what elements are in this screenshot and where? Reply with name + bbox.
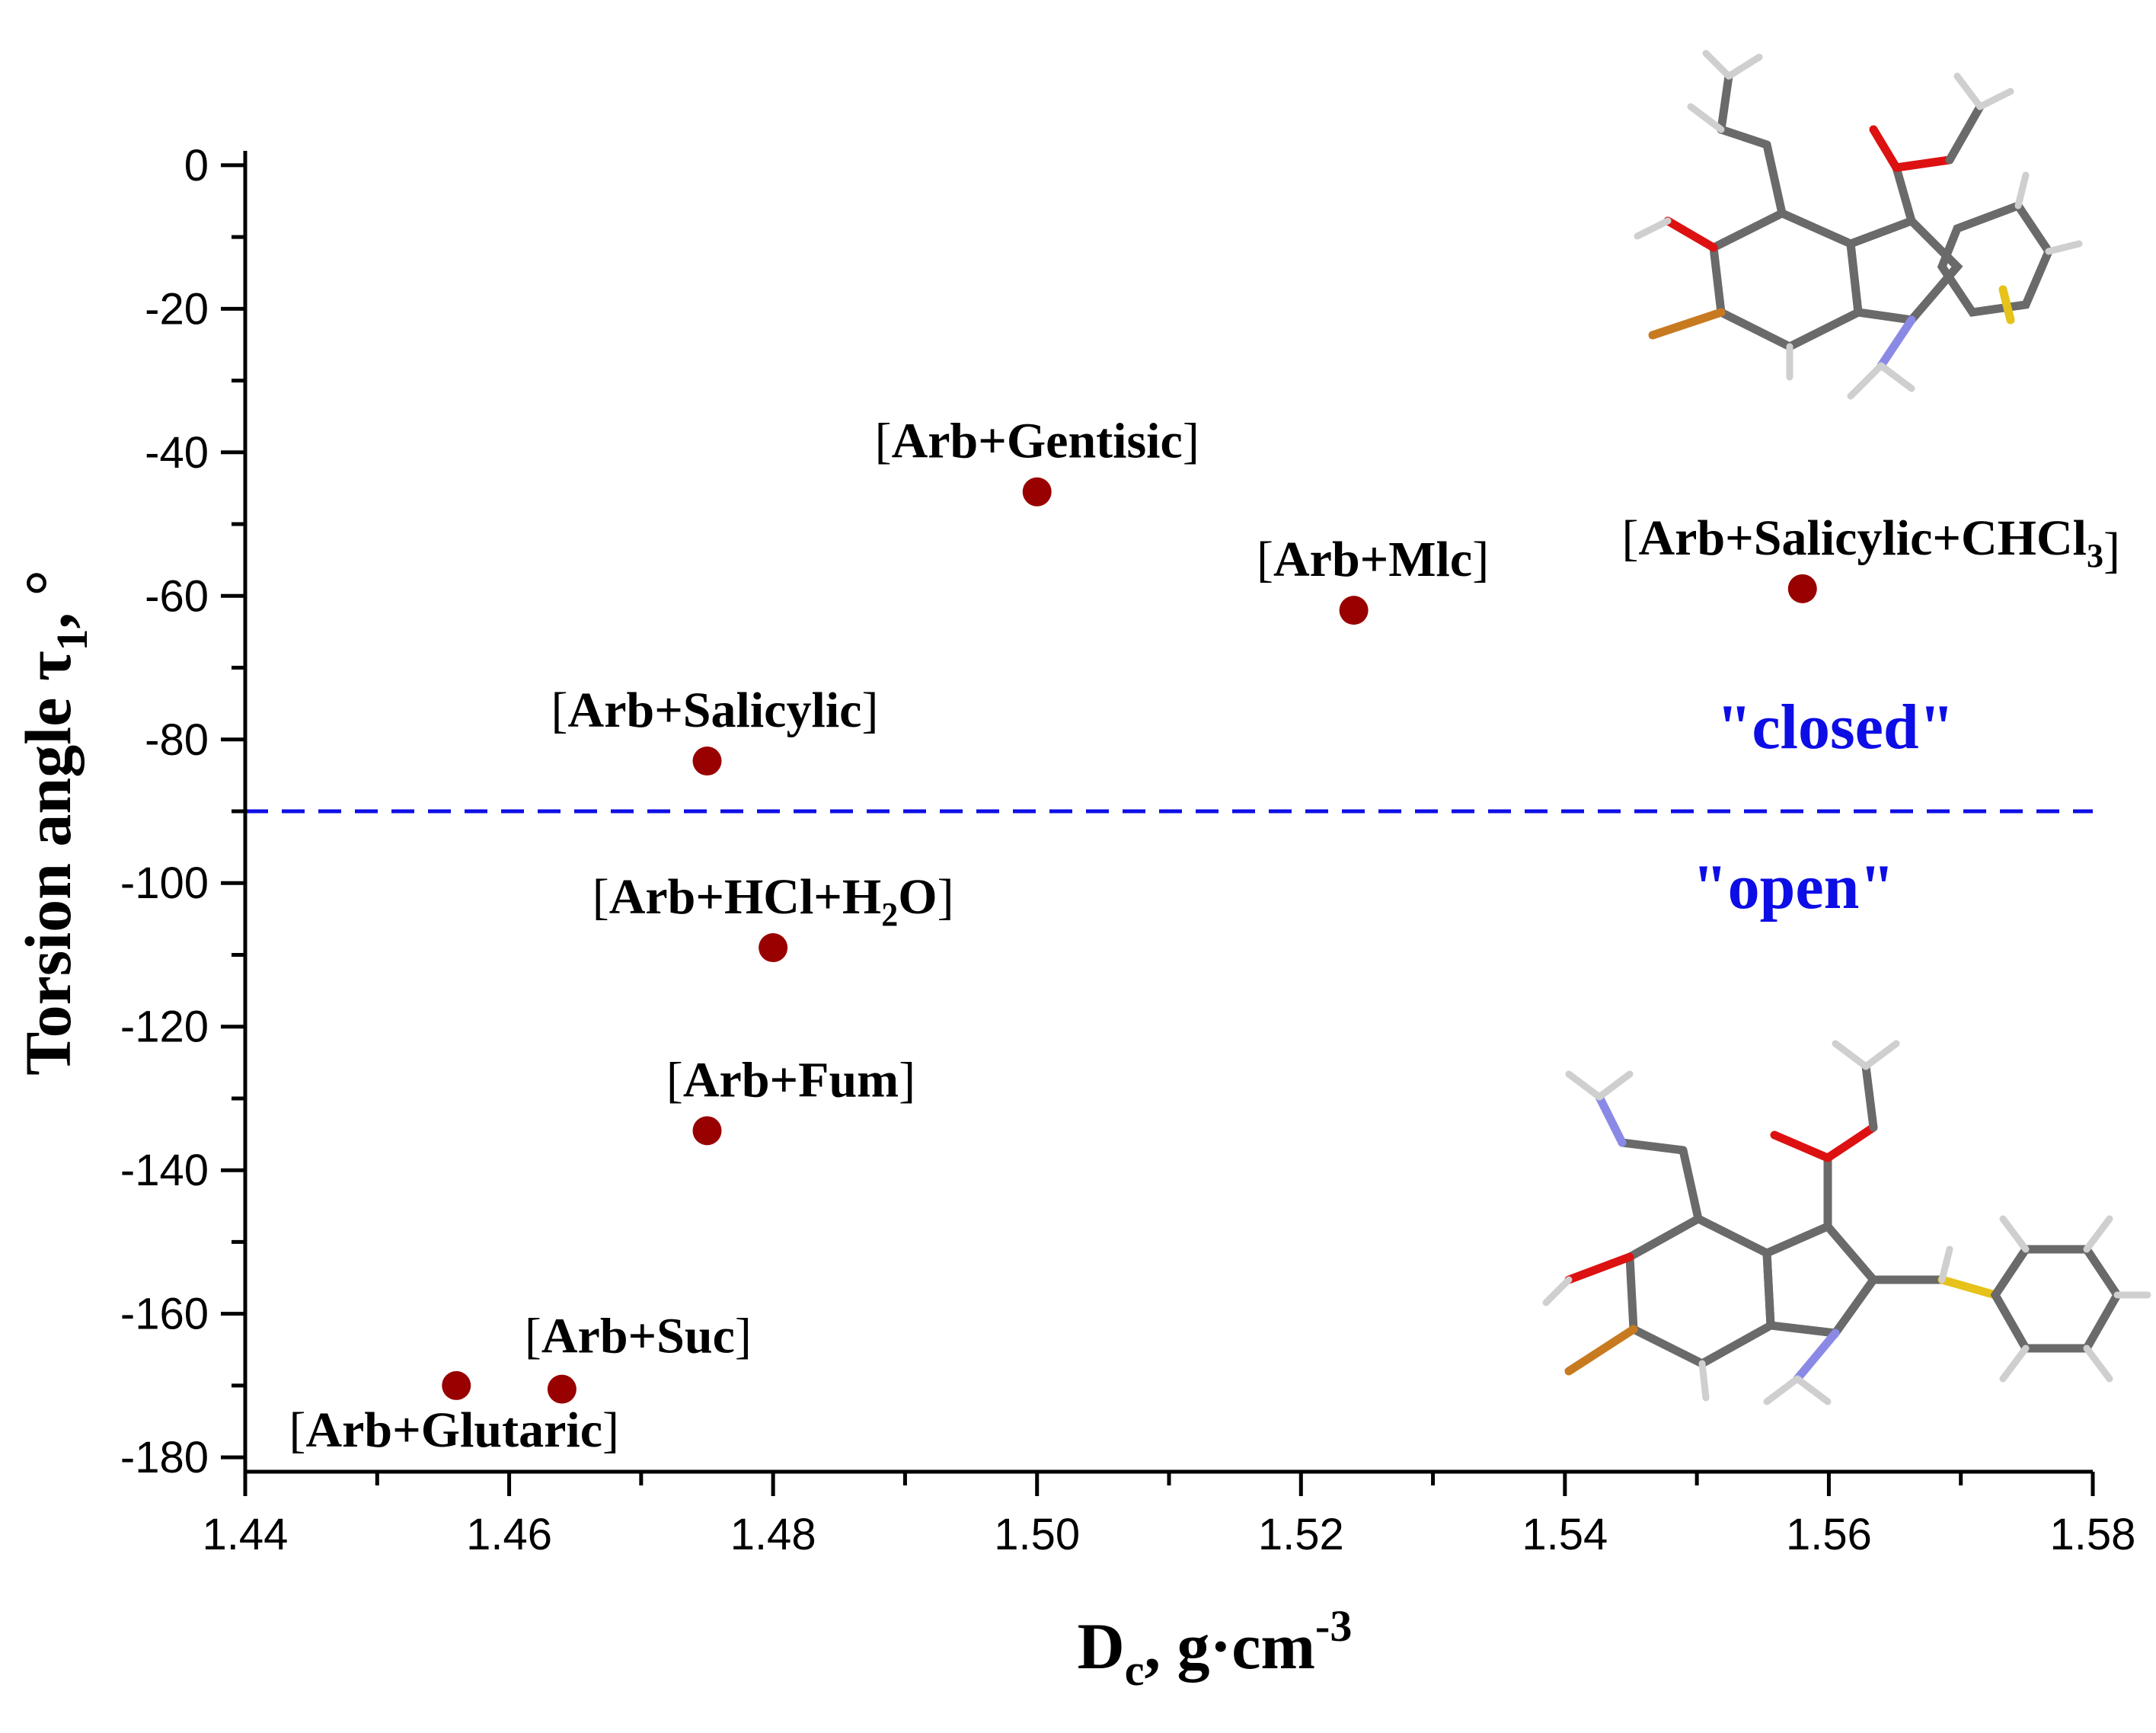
y-tick-label: -100 [120, 859, 209, 908]
x-tick-label: 1.48 [730, 1510, 816, 1559]
data-point [442, 1370, 471, 1400]
data-point [1022, 477, 1052, 507]
data-point-label: [Arb+Mlc] [1257, 532, 1489, 587]
data-point-label: [Arb+Glutaric] [289, 1402, 619, 1458]
data-point-label: [Arb+Salicylic] [551, 683, 879, 738]
y-tick-label: -120 [120, 1002, 209, 1052]
x-axis-title: Dc, g·cm-3 [1078, 1601, 1353, 1695]
x-tick-label: 1.50 [994, 1510, 1080, 1559]
y-tick-label: -20 [145, 284, 209, 334]
y-tick-label: -40 [145, 428, 209, 478]
data-point [1787, 574, 1817, 603]
y-tick-label: -140 [120, 1146, 209, 1195]
molecule-open-illustration [1542, 1040, 2151, 1405]
x-tick-label: 1.44 [203, 1510, 289, 1559]
data-point [692, 747, 722, 776]
data-point-label: [Arb+HCl+H2O] [593, 869, 954, 933]
y-tick-label: -80 [145, 715, 209, 765]
data-point-label: [Arb+Fum] [666, 1052, 915, 1108]
y-tick-label: -160 [120, 1290, 209, 1339]
data-point [1339, 596, 1369, 625]
molecule-closed-illustration [1634, 50, 2083, 400]
data-point-label: [Arb+Suc] [525, 1309, 752, 1364]
y-axis-title: Torsion angle τ1, ° [11, 570, 97, 1076]
data-point-label: [Arb+Gentisic] [875, 414, 1199, 469]
y-tick-label: -180 [120, 1433, 209, 1482]
x-tick-label: 1.58 [2050, 1510, 2136, 1559]
data-point [547, 1374, 577, 1404]
open-region-label: "open" [1692, 852, 1895, 922]
x-tick-label: 1.46 [466, 1510, 552, 1559]
data-point [759, 933, 788, 963]
x-tick-label: 1.54 [1522, 1510, 1608, 1559]
x-tick-label: 1.52 [1258, 1510, 1344, 1559]
x-tick-label: 1.56 [1786, 1510, 1872, 1559]
data-point-label: [Arb+Salicylic+CHCl3] [1622, 510, 2121, 578]
y-tick-label: 0 [184, 141, 209, 190]
y-tick-label: -60 [145, 571, 209, 621]
closed-region-label: "closed" [1717, 692, 1955, 763]
data-point [692, 1116, 722, 1146]
